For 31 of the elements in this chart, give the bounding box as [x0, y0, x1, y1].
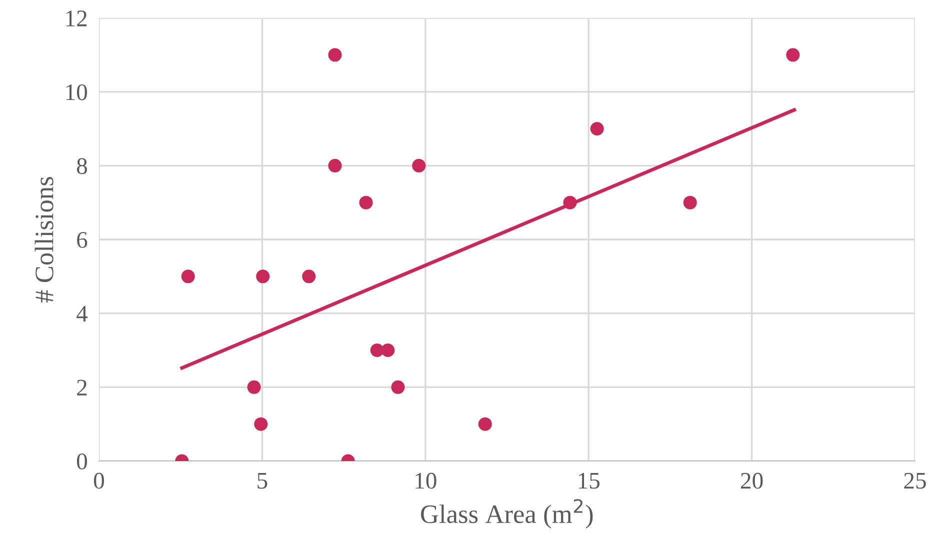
point: [302, 270, 316, 284]
point: [478, 417, 492, 431]
x-tick-label: 5: [258, 473, 268, 489]
point: [359, 196, 373, 210]
point: [590, 122, 604, 136]
x-tick-label: 25: [904, 472, 926, 489]
y-tick-label: 2: [77, 380, 87, 396]
point: [412, 158, 426, 172]
y-tick-label: 0: [76, 453, 87, 470]
y-tick-label: 12: [66, 10, 87, 26]
y-tick-label: 4: [76, 306, 88, 322]
y-tick-label: 8: [76, 158, 87, 174]
y-tick-label: 10: [66, 84, 87, 100]
x-tick-label: 15: [578, 472, 600, 489]
y-axis-title: # Collisions: [34, 177, 54, 302]
point: [381, 343, 395, 358]
point: [328, 158, 342, 172]
point: [786, 48, 800, 62]
x-tick-label: 20: [741, 472, 763, 489]
point: [328, 48, 342, 62]
x-tick-label: 0: [94, 472, 104, 489]
point: [247, 380, 261, 394]
point: [256, 270, 270, 284]
x-axis-title: Glass Area (m$^{2}$): [421, 499, 593, 529]
point: [683, 196, 697, 210]
point: [563, 196, 577, 210]
x-tick-label: 10: [416, 472, 436, 489]
point: [254, 417, 268, 431]
point: [181, 270, 195, 284]
y-tick-label: 6: [77, 232, 88, 248]
point: [391, 380, 405, 394]
